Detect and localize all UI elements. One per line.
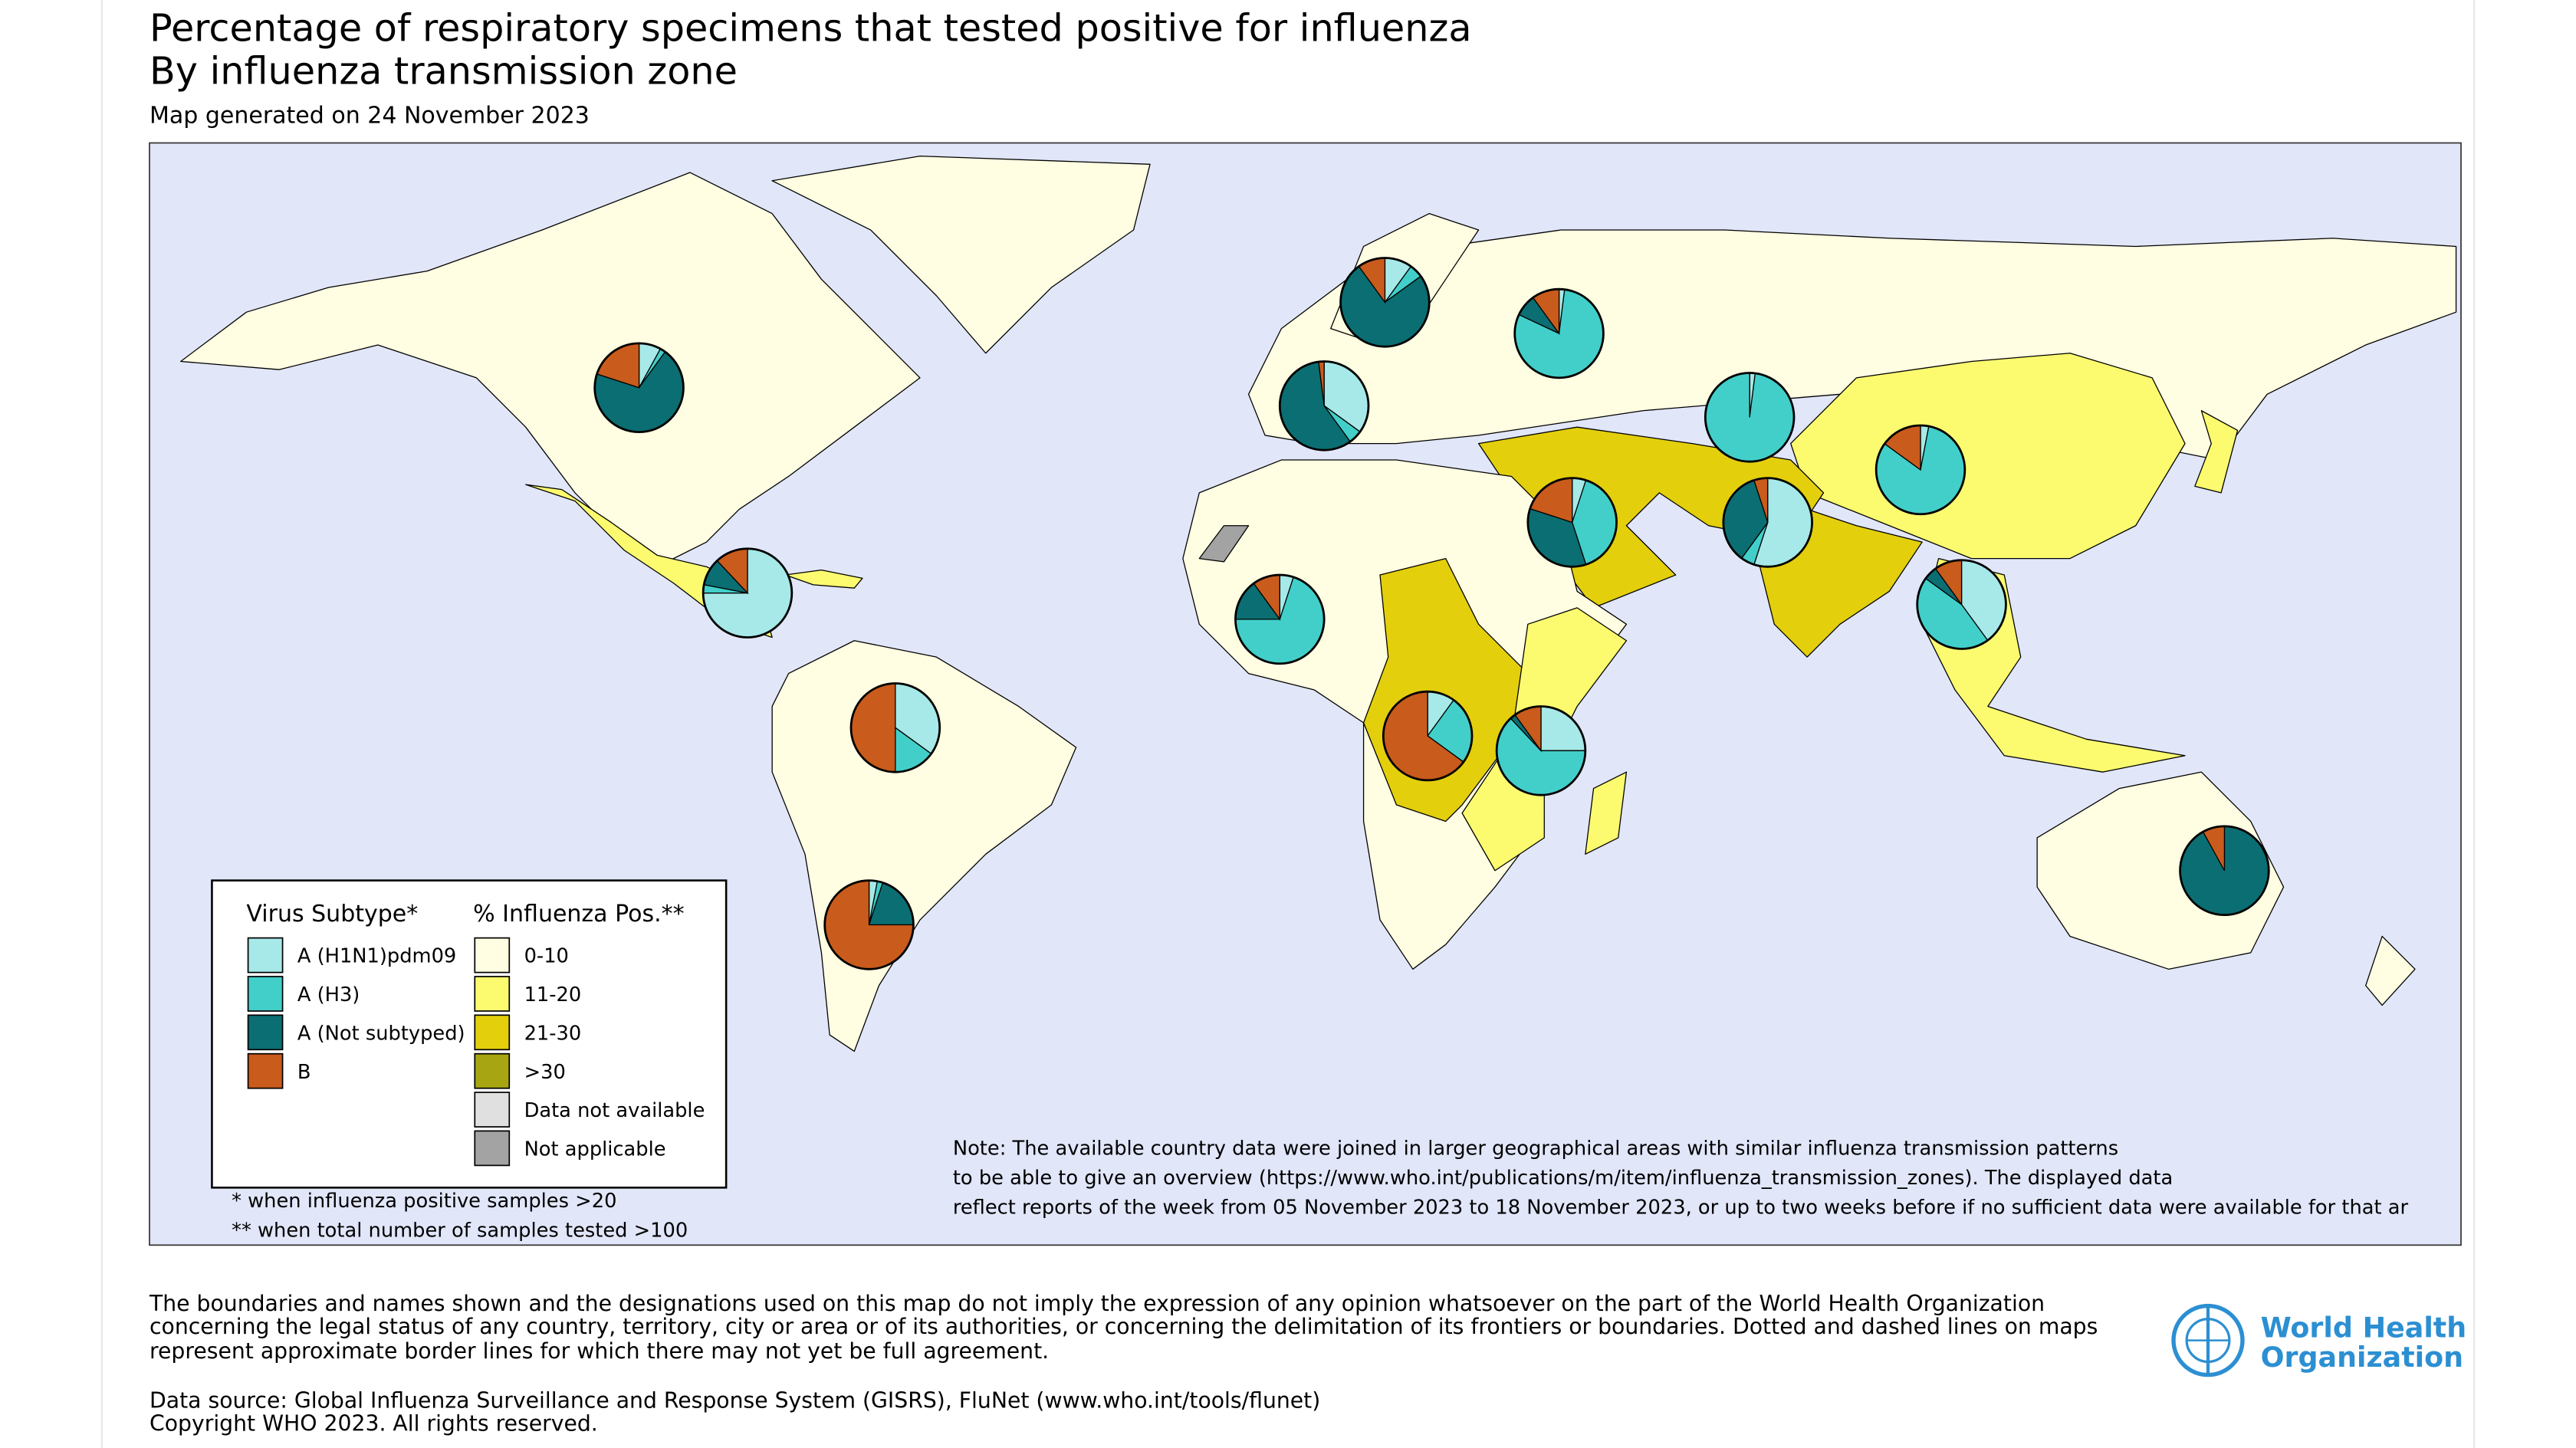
pie	[702, 547, 794, 639]
pie-outline	[1382, 690, 1474, 782]
disclaimer-line: The boundaries and names shown and the d…	[149, 1291, 2045, 1316]
pie	[1526, 477, 1618, 568]
pie-outline	[1526, 477, 1618, 568]
legend-label: Not applicable	[524, 1138, 666, 1161]
legend-label: A (Not subtyped)	[297, 1022, 465, 1045]
caribbean	[784, 569, 863, 589]
pie-outline	[593, 342, 685, 433]
pie-outline	[1722, 477, 1813, 568]
subtitle: By influenza transmission zone	[150, 48, 738, 93]
pie	[1513, 287, 1605, 379]
title: Percentage of respiratory specimens that…	[150, 6, 1472, 51]
pie	[823, 879, 915, 970]
logo-text: World Health	[2261, 1311, 2467, 1344]
legend-label: 11-20	[524, 983, 582, 1006]
legend-label: 21-30	[524, 1022, 582, 1045]
japan	[2194, 410, 2239, 494]
disclaimer-line: represent approximate border lines for w…	[150, 1338, 1049, 1364]
source-line: Data source: Global Influenza Surveillan…	[150, 1387, 1320, 1413]
legend-title: Virus Subtype*	[246, 901, 418, 928]
disclaimer-line: concerning the legal status of any count…	[150, 1314, 2098, 1339]
pie-outline	[1278, 360, 1370, 451]
legend-swatch	[474, 1092, 511, 1128]
legend-swatch	[474, 976, 511, 1012]
legend: A (H1N1)pdm09 A (H3) A (Not subtyped) B 0-10…	[247, 937, 705, 1167]
pie-outline	[1513, 287, 1605, 379]
pie-outline	[1495, 705, 1587, 796]
legend-swatch	[247, 1014, 284, 1051]
pie-outline	[1916, 559, 2007, 650]
pie	[849, 682, 941, 773]
pie-outline	[1875, 424, 1967, 516]
pie	[1875, 424, 1967, 516]
western-sahara	[1198, 525, 1250, 563]
legend-label: A (H3)	[297, 983, 360, 1006]
note-line: Note: The available country data were jo…	[953, 1137, 2118, 1160]
legend-title: % Influenza Pos.**	[473, 901, 684, 928]
legend-label: 0-10	[524, 945, 569, 968]
new-zealand	[2365, 935, 2416, 1006]
pie-outline	[2179, 825, 2270, 916]
footnote: ** when total number of samples tested >…	[232, 1220, 688, 1243]
legend-swatch	[247, 1052, 284, 1089]
logo-text: Organization	[2261, 1341, 2464, 1374]
pie-outline	[1234, 573, 1326, 665]
pie-outline	[1339, 257, 1431, 348]
pie-outline	[823, 879, 915, 970]
greenland	[771, 155, 1151, 354]
note-line: reflect reports of the week from 05 Nove…	[953, 1197, 2409, 1220]
north-america	[180, 172, 921, 567]
note: Note: The available country data were jo…	[953, 1137, 2409, 1219]
pie-charts	[593, 257, 2270, 970]
note-line: to be able to give an overview (https://…	[953, 1167, 2173, 1190]
pie	[2179, 825, 2270, 916]
pie	[1704, 372, 1796, 463]
pie	[1234, 573, 1326, 665]
pie-outline	[702, 547, 794, 639]
pie	[1382, 690, 1474, 782]
legend-box	[211, 879, 728, 1189]
pie	[1278, 360, 1370, 451]
legend-swatch	[474, 1052, 511, 1089]
pie	[1916, 559, 2007, 650]
east-asia	[1790, 353, 2186, 560]
source-line: Copyright WHO 2023. All rights reserved.	[150, 1410, 598, 1436]
footnote: * when influenza positive samples >20	[232, 1190, 616, 1213]
legend-label: A (H1N1)pdm09	[297, 945, 456, 968]
pie-outline	[1704, 372, 1796, 463]
legend-swatch	[474, 1014, 511, 1051]
legend-swatch	[474, 1130, 511, 1167]
pie	[1722, 477, 1813, 568]
who-logo: World Health Organization	[2171, 1303, 2467, 1377]
pie-outline	[849, 682, 941, 773]
pie	[1339, 257, 1431, 348]
pie	[1495, 705, 1587, 796]
legend-label: B	[297, 1061, 311, 1084]
madagascar	[1585, 771, 1628, 855]
legend-swatch	[247, 976, 284, 1012]
legend-swatch	[474, 937, 511, 974]
generated-date: Map generated on 24 November 2023	[150, 103, 590, 130]
australia	[2036, 771, 2285, 970]
legend-label: Data not available	[524, 1099, 705, 1122]
legend-swatch	[247, 937, 284, 974]
legend-label: >30	[524, 1061, 566, 1084]
pie	[593, 342, 685, 433]
